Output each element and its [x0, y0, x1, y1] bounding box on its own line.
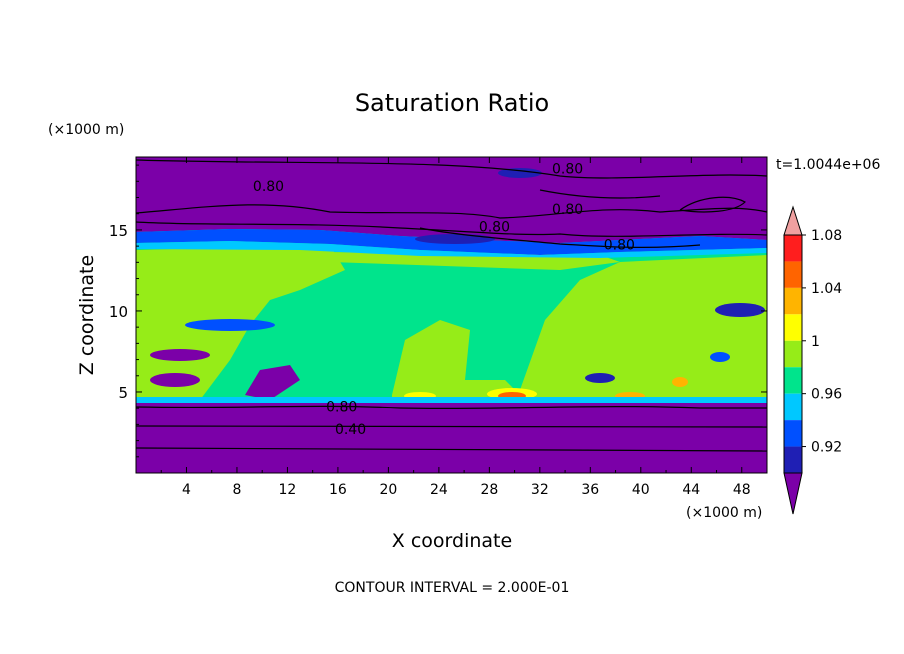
contour-interval-footer: CONTOUR INTERVAL = 2.000E-01	[335, 580, 570, 596]
colorbar-extend-max	[783, 205, 803, 236]
contour-label: 0.40	[335, 422, 366, 438]
contour-label: 0.80	[552, 202, 583, 218]
x-tick-label: 16	[329, 482, 347, 498]
colorbar-label: 1.04	[811, 281, 842, 297]
colorbar: 0.92 0.96 1 1.04 1.08	[783, 205, 842, 515]
colorbar-extend-min	[783, 472, 803, 515]
colorbar-swatch	[784, 420, 802, 447]
x-tick-label: 12	[279, 482, 297, 498]
y-tick-label: 15	[109, 222, 128, 240]
x-tick-label: 28	[480, 482, 498, 498]
contour-label: 0.80	[479, 220, 510, 236]
colorbar-label: 0.92	[811, 440, 842, 456]
time-label: t=1.0044e+06	[776, 157, 880, 173]
x-axis-label: X coordinate	[392, 530, 512, 552]
colorbar-label: 1	[811, 334, 820, 350]
x-tick-label: 20	[379, 482, 397, 498]
colorbar-swatch	[784, 367, 802, 394]
x-tick-label: 48	[733, 482, 751, 498]
colorbar-label: 0.96	[811, 387, 842, 403]
blue-patch	[150, 349, 210, 361]
colorbar-swatch	[784, 446, 802, 473]
colorbar-swatch	[784, 393, 802, 421]
x-tick-label: 8	[232, 482, 241, 498]
colorbar-label: 1.08	[811, 228, 842, 244]
colorbar-swatch	[784, 314, 802, 341]
contour-label: 0.80	[326, 400, 357, 416]
y-axis-label: Z coordinate	[76, 255, 98, 375]
blue-patch	[498, 168, 542, 178]
blue-patch	[715, 303, 765, 317]
boundary-cyan-band	[136, 397, 767, 403]
supersaturated-region-center	[392, 320, 525, 402]
contour-label: 0.80	[253, 179, 284, 195]
blue-patch	[710, 352, 730, 362]
dry-intrusion	[245, 365, 300, 400]
colorbar-swatch	[784, 287, 802, 315]
x-tick-label: 40	[632, 482, 650, 498]
cloud-base-cyan	[136, 241, 767, 258]
x-tick-label: 32	[531, 482, 549, 498]
x-tick-label: 44	[682, 482, 700, 498]
blue-patch	[150, 373, 200, 387]
x-tick-label: 24	[430, 482, 448, 498]
colorbar-swatch	[784, 261, 802, 288]
y-tick-label: 5	[118, 384, 128, 402]
y-axis: 5 10 15	[109, 164, 767, 458]
colorbar-swatch	[784, 235, 802, 262]
x-tick-label: 36	[581, 482, 599, 498]
colorbar-swatch	[784, 340, 802, 368]
blue-patch	[585, 373, 615, 383]
blue-patch	[415, 234, 495, 244]
plot-area: 0.80 0.80 0.80 0.80 0.80 0.80 0.40	[136, 157, 767, 473]
x-axis: 4 8 12 16 20 24 28 32 36 40 44 48	[160, 157, 751, 498]
lower-dry-layer	[136, 403, 767, 473]
x-tick-label: 4	[182, 482, 191, 498]
y-tick-label: 10	[109, 303, 128, 321]
contour-label: 0.80	[604, 238, 635, 254]
blue-patch	[185, 319, 275, 331]
x-unit-label: (×1000 m)	[686, 505, 762, 521]
plot-frame	[135, 156, 768, 474]
y-unit-label: (×1000 m)	[48, 122, 124, 138]
supersaturated-region-right	[520, 255, 767, 400]
chart-title: Saturation Ratio	[355, 89, 549, 117]
contour-lines	[136, 159, 767, 452]
contour-label: 0.80	[552, 161, 583, 177]
supersat-patch	[672, 377, 688, 387]
